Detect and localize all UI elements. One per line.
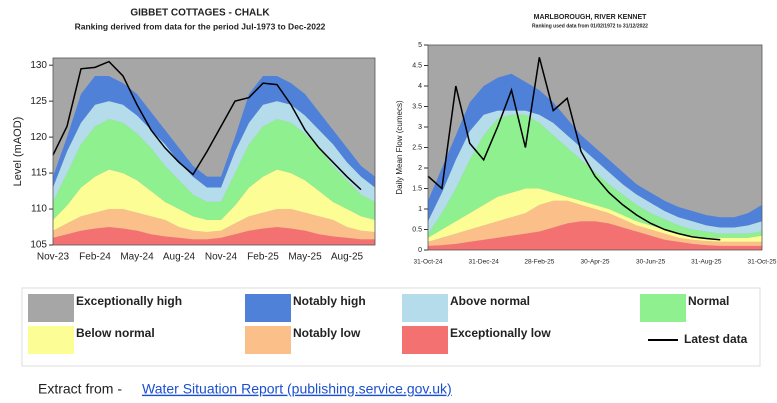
y-tick-label: 110 [31, 204, 47, 215]
y-tick-label: 120 [30, 132, 47, 143]
x-tick-label: Feb-24 [79, 252, 111, 263]
band-area [53, 209, 375, 240]
plot-frame [52, 57, 376, 246]
legend-swatch [640, 294, 686, 322]
x-tick-label: Aug-24 [163, 252, 196, 263]
y-tick-label: 2 [418, 165, 422, 172]
legend-label: Latest data [684, 332, 748, 346]
x-tick-label: 31-Dec-24 [468, 259, 499, 266]
legend-box [21, 287, 761, 367]
x-tick-label: May-24 [120, 252, 154, 263]
band-area [428, 73, 762, 228]
legend-swatch [402, 294, 448, 322]
x-tick-label: 31-Oct-25 [748, 259, 777, 266]
y-tick-label: 5 [418, 42, 422, 49]
x-tick-label: 31-Aug-25 [691, 259, 722, 266]
band-area [53, 75, 375, 188]
footer-prefix: Extract from - [38, 381, 122, 397]
y-axis-label: Level (mAOD) [12, 117, 24, 187]
chart-title: MARLBOROUGH, RIVER KENNET [534, 14, 648, 21]
legend-label: Below normal [76, 326, 155, 340]
y-tick-label: 125 [30, 96, 47, 107]
latest-data-line [52, 60, 362, 191]
y-tick-label: 3.5 [412, 103, 422, 110]
legend-label: Exceptionally high [76, 294, 182, 308]
band-area [428, 188, 762, 242]
y-tick-label: 105 [30, 240, 47, 251]
legend-label: Notably low [293, 326, 361, 340]
legend-swatch [402, 326, 448, 354]
report-link-text[interactable]: Water Situation Report (publishing.servi… [142, 381, 452, 397]
x-tick-label: Aug-25 [331, 252, 364, 263]
band-area [53, 169, 375, 233]
band-area [53, 227, 375, 245]
report-link[interactable]: Water Situation Report (publishing.servi… [142, 381, 452, 397]
x-tick-label: Nov-23 [37, 252, 70, 263]
band-area [428, 110, 762, 234]
x-tick-label: May-25 [288, 252, 322, 263]
x-tick-label: 30-Apr-25 [581, 259, 610, 266]
legend-label: Normal [688, 294, 729, 308]
x-tick-label: 28-Feb-25 [524, 259, 554, 266]
band-area [53, 101, 375, 202]
y-tick-label: 0.5 [412, 226, 422, 233]
x-tick-label: 30-Jun-25 [636, 259, 666, 266]
latest-data-line [427, 57, 721, 241]
chart-subtitle: Ranking derived from data for the period… [75, 21, 326, 31]
legend-label: Notably high [293, 294, 366, 308]
legend-label: Above normal [450, 294, 530, 308]
legend-swatch [245, 326, 291, 354]
y-tick-label: 130 [30, 60, 47, 71]
chart-title: GIBBET COTTAGES - CHALK [130, 8, 270, 19]
legend-swatch [245, 294, 291, 322]
y-tick-label: 3 [418, 124, 422, 131]
y-tick-label: 4.5 [412, 62, 422, 69]
legend-swatch [28, 294, 74, 322]
y-tick-label: 0 [418, 247, 422, 254]
y-axis-label: Daily Mean Flow (cumecs) [395, 100, 404, 195]
y-tick-label: 1.5 [412, 185, 422, 192]
y-tick-label: 115 [31, 168, 47, 179]
band-area [53, 119, 375, 220]
y-tick-label: 2.5 [412, 144, 422, 151]
x-tick-label: Feb-25 [247, 252, 279, 263]
legend-label: Exceptionally low [450, 326, 551, 340]
y-tick-label: 4 [418, 83, 422, 90]
band-area [428, 221, 762, 250]
y-tick-label: 1 [418, 206, 422, 213]
x-tick-label: 31-Oct-24 [414, 259, 443, 266]
legend-swatch [28, 326, 74, 354]
x-tick-label: Nov-24 [205, 252, 238, 263]
band-area [428, 200, 762, 246]
chart-subtitle: Ranking used data from 01/02/1972 to 31/… [532, 23, 648, 29]
